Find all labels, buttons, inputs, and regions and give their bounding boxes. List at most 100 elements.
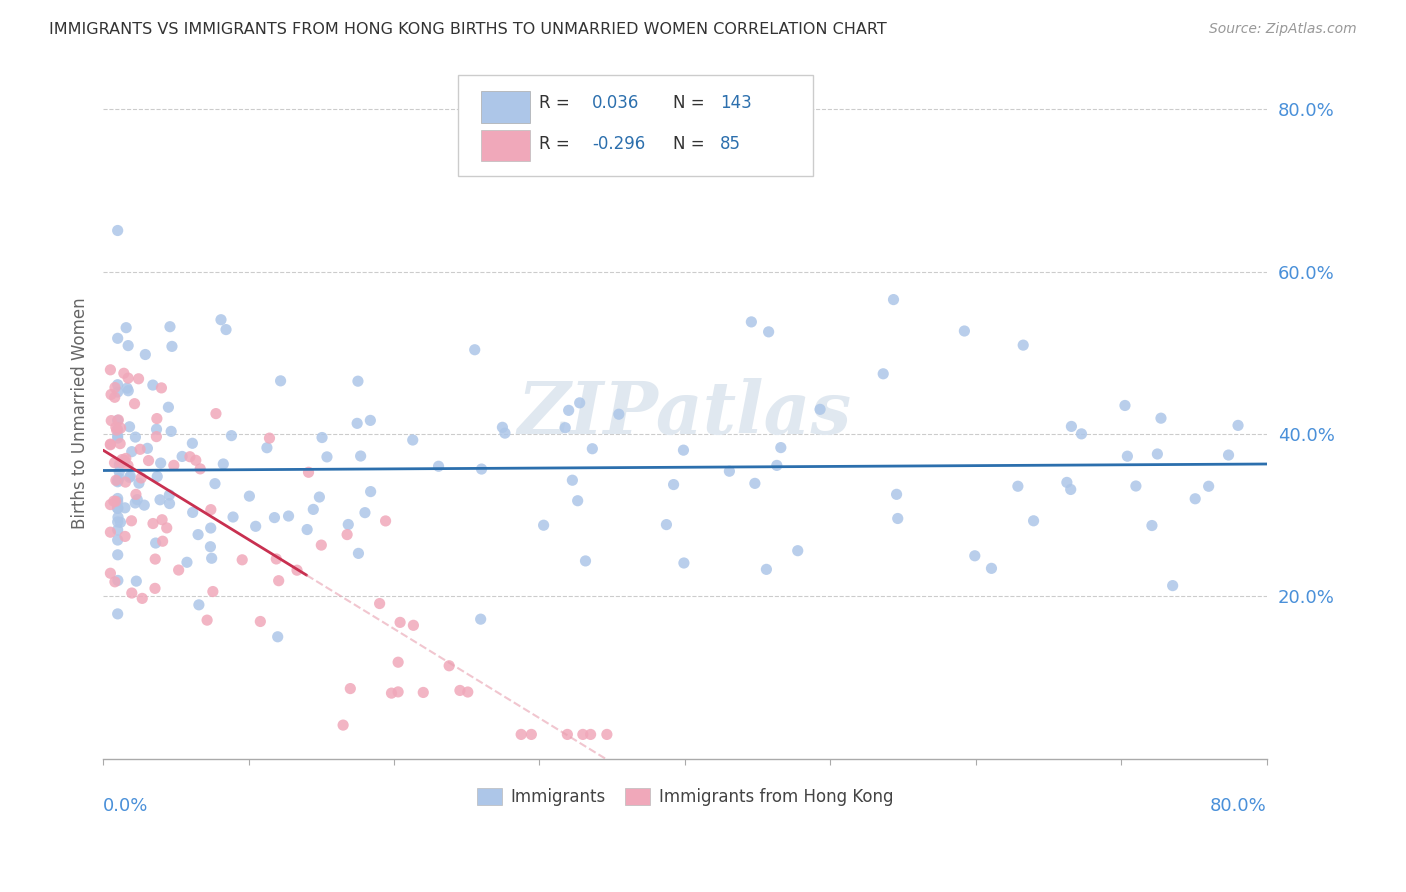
Text: IMMIGRANTS VS IMMIGRANTS FROM HONG KONG BIRTHS TO UNMARRIED WOMEN CORRELATION CH: IMMIGRANTS VS IMMIGRANTS FROM HONG KONG … [49, 22, 887, 37]
Point [107, 607, 129, 621]
Point [579, 727, 602, 741]
Point [311, 538, 333, 552]
Point [107, 501, 129, 516]
Point [285, 563, 308, 577]
Point [143, 552, 166, 566]
Point [963, 549, 986, 563]
Point [128, 476, 150, 491]
Point [100, 414, 122, 428]
Point [266, 552, 288, 566]
Point [238, 489, 260, 503]
Point [118, 470, 141, 484]
Point [231, 553, 253, 567]
Point [953, 324, 976, 338]
Point [138, 453, 160, 467]
Point [221, 428, 243, 442]
Point [117, 458, 139, 473]
Point [145, 422, 167, 436]
Point [267, 574, 290, 588]
Point [108, 465, 131, 479]
Point [145, 536, 167, 550]
Point [105, 423, 128, 437]
Point [127, 492, 149, 507]
Point [349, 449, 371, 463]
Point [302, 502, 325, 516]
Point [457, 685, 479, 699]
Point [222, 510, 245, 524]
Point [107, 510, 129, 524]
Point [187, 598, 209, 612]
Point [176, 555, 198, 569]
Point [107, 494, 129, 508]
FancyBboxPatch shape [458, 76, 813, 176]
Point [758, 325, 780, 339]
Point [159, 319, 181, 334]
Point [110, 421, 132, 435]
Point [1060, 419, 1083, 434]
Point [111, 452, 134, 467]
Point [412, 685, 434, 699]
Point [100, 387, 122, 401]
Point [131, 591, 153, 606]
Point [212, 457, 235, 471]
Point [142, 516, 165, 531]
Point [179, 450, 201, 464]
Point [107, 474, 129, 488]
Point [339, 681, 361, 696]
Text: 0.036: 0.036 [592, 94, 640, 112]
Point [112, 366, 135, 380]
Point [107, 413, 129, 427]
Point [256, 441, 278, 455]
Point [464, 343, 486, 357]
Point [187, 527, 209, 541]
Point [107, 491, 129, 506]
Point [107, 223, 129, 237]
Point [277, 509, 299, 524]
Point [157, 401, 180, 415]
Point [114, 475, 136, 489]
Point [149, 492, 172, 507]
Text: R =: R = [540, 94, 571, 112]
Point [374, 514, 396, 528]
Point [195, 613, 218, 627]
Point [107, 523, 129, 537]
Point [360, 484, 382, 499]
Point [121, 586, 143, 600]
Point [114, 451, 136, 466]
Point [245, 519, 267, 533]
Point [114, 453, 136, 467]
Point [146, 411, 169, 425]
Point [142, 378, 165, 392]
Text: 0.0%: 0.0% [103, 797, 149, 814]
Point [470, 612, 492, 626]
Text: R =: R = [540, 136, 571, 153]
Point [662, 477, 685, 491]
Point [100, 438, 122, 452]
Point [112, 454, 135, 468]
Point [574, 554, 596, 568]
Point [655, 517, 678, 532]
Text: ZIPatlas: ZIPatlas [517, 378, 852, 450]
Point [886, 487, 908, 501]
Point [1116, 449, 1139, 463]
Text: N =: N = [673, 94, 704, 112]
Point [200, 540, 222, 554]
Point [201, 584, 224, 599]
Point [107, 428, 129, 442]
FancyBboxPatch shape [481, 129, 530, 161]
Point [129, 471, 152, 485]
Point [387, 685, 409, 699]
Point [494, 426, 516, 441]
Point [1022, 514, 1045, 528]
Point [150, 381, 173, 395]
Point [297, 465, 319, 479]
Point [755, 562, 778, 576]
Text: -0.296: -0.296 [592, 136, 645, 153]
Point [769, 441, 792, 455]
Point [533, 518, 555, 533]
Point [146, 469, 169, 483]
Point [596, 727, 619, 741]
Point [1161, 579, 1184, 593]
Point [347, 374, 370, 388]
Point [128, 372, 150, 386]
